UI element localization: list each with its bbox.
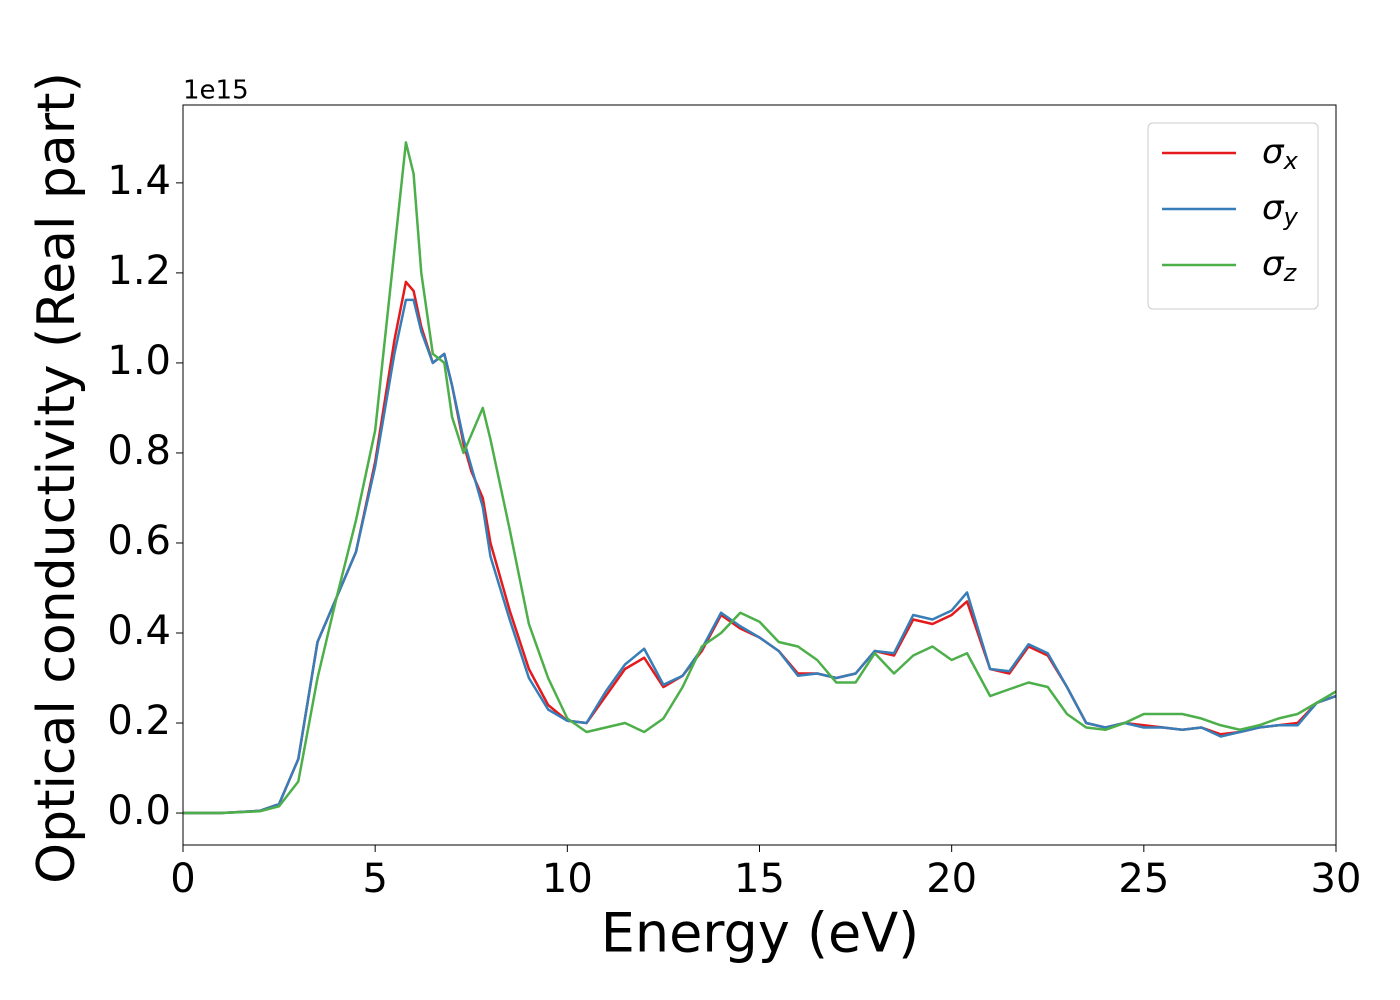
y-tick-label: 0.8 bbox=[107, 428, 171, 474]
x-tick-label: 25 bbox=[1118, 856, 1169, 902]
plot-frame bbox=[182, 104, 1337, 846]
x-axis-label: Energy (eV) bbox=[601, 902, 920, 965]
series-line bbox=[183, 141, 1336, 815]
y-tick-label: 0.4 bbox=[107, 608, 171, 654]
y-tick-label: 0.0 bbox=[107, 788, 171, 834]
x-tick-label: 0 bbox=[170, 856, 195, 902]
y-tick-label: 0.6 bbox=[107, 518, 171, 564]
series-line bbox=[183, 298, 1336, 815]
x-tick-label: 30 bbox=[1311, 856, 1362, 902]
y-axis-label: Optical conductivity (Real part) bbox=[27, 72, 87, 884]
legend-label: σy bbox=[1262, 188, 1299, 232]
offset-label: 1e15 bbox=[183, 76, 249, 106]
legend-label: σz bbox=[1262, 244, 1298, 288]
legend-label: σx bbox=[1262, 132, 1299, 176]
x-tick-label: 10 bbox=[542, 856, 593, 902]
y-tick-label: 0.2 bbox=[107, 698, 171, 744]
y-tick-label: 1.4 bbox=[107, 158, 171, 204]
x-tick-label: 20 bbox=[926, 856, 977, 902]
x-tick-label: 15 bbox=[734, 856, 785, 902]
x-tick-label: 5 bbox=[362, 856, 387, 902]
y-tick-label: 1.0 bbox=[107, 338, 171, 384]
y-tick-label: 1.2 bbox=[107, 248, 171, 294]
legend-box bbox=[1147, 122, 1319, 310]
